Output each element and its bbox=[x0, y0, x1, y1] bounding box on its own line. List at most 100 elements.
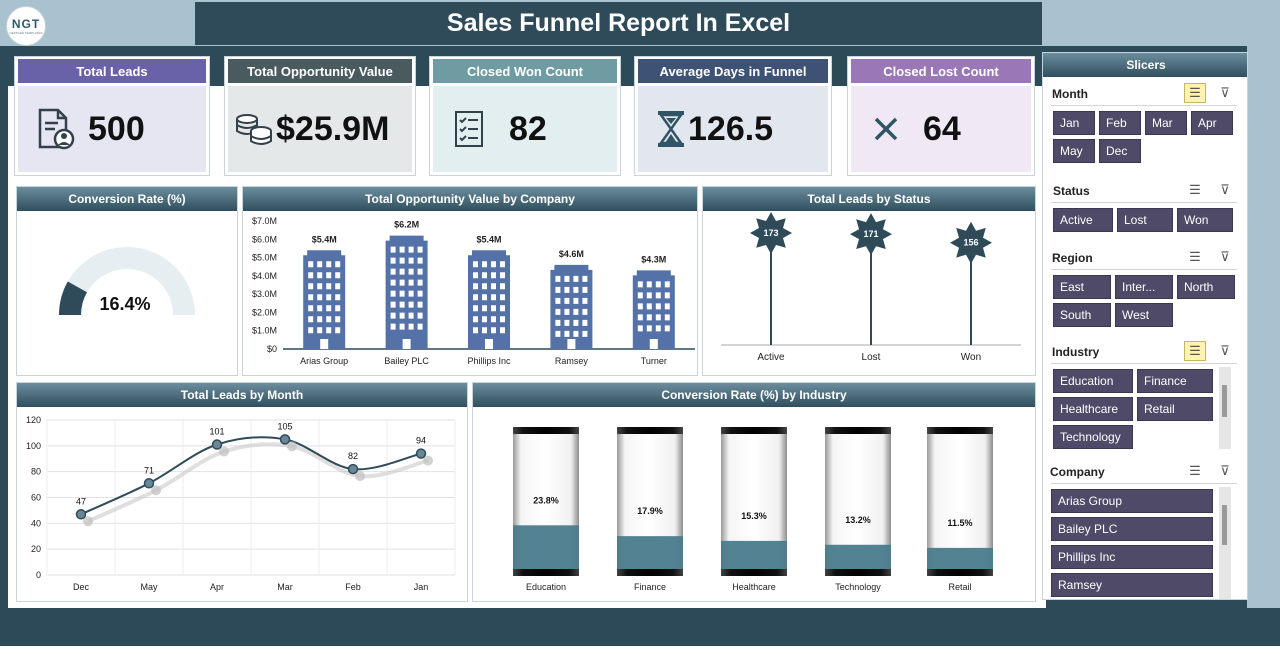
building-window bbox=[482, 261, 487, 268]
slicer-item-jan[interactable]: Jan bbox=[1053, 111, 1095, 135]
building-window bbox=[399, 257, 405, 264]
multi-select-icon[interactable]: ☰ bbox=[1189, 249, 1201, 264]
building-window bbox=[491, 327, 496, 334]
building-window bbox=[482, 272, 487, 279]
building-roof bbox=[307, 250, 342, 257]
building-body bbox=[303, 255, 346, 349]
panel-title: Total Leads by Month bbox=[17, 383, 467, 407]
tube-bottom-cap bbox=[927, 569, 993, 576]
building-window bbox=[335, 294, 341, 301]
y-tick-label: 100 bbox=[26, 441, 41, 451]
tube-top-cap bbox=[513, 427, 579, 434]
slicer-item-retail[interactable]: Retail bbox=[1137, 397, 1213, 421]
x-tick-label: Won bbox=[961, 352, 981, 363]
building-window bbox=[573, 308, 579, 315]
building-window bbox=[308, 283, 314, 290]
x-tick-label: Active bbox=[757, 352, 785, 363]
building-window bbox=[473, 305, 478, 312]
building-bar bbox=[550, 264, 593, 349]
slicer-item-healthcare[interactable]: Healthcare bbox=[1053, 397, 1133, 421]
slicer-item-lost[interactable]: Lost bbox=[1117, 208, 1173, 232]
data-point bbox=[143, 478, 155, 489]
building-window bbox=[335, 316, 341, 323]
slicer-item-apr[interactable]: Apr bbox=[1191, 111, 1233, 135]
building-window bbox=[555, 330, 561, 337]
clear-filter-icon[interactable]: ⊽ bbox=[1220, 249, 1230, 264]
clear-filter-icon[interactable]: ⊽ bbox=[1220, 182, 1230, 197]
slicer-item-phillips-inc[interactable]: Phillips Inc bbox=[1051, 545, 1213, 569]
building-window bbox=[555, 275, 561, 282]
building-window bbox=[664, 314, 670, 321]
slicer-item-technology[interactable]: Technology bbox=[1053, 425, 1133, 449]
bottom-band bbox=[0, 608, 1280, 654]
building-window bbox=[308, 261, 314, 268]
building-window bbox=[390, 246, 396, 253]
gauge-value-label: 16.4% bbox=[99, 294, 150, 314]
multi-select-icon[interactable]: ☰ bbox=[1184, 83, 1206, 103]
building-window bbox=[564, 308, 570, 315]
slicer-item-won[interactable]: Won bbox=[1177, 208, 1233, 232]
building-window bbox=[408, 257, 414, 264]
building-window bbox=[399, 323, 405, 330]
clear-filter-icon[interactable]: ⊽ bbox=[1220, 343, 1230, 358]
slicer-item-south[interactable]: South bbox=[1053, 303, 1111, 327]
kpi-body: 64 bbox=[851, 86, 1031, 172]
building-window bbox=[582, 286, 588, 293]
building-window bbox=[500, 261, 505, 268]
slicer-item-mar[interactable]: Mar bbox=[1145, 111, 1187, 135]
building-window bbox=[408, 301, 414, 308]
x-tick-label: Retail bbox=[948, 582, 971, 592]
building-window bbox=[399, 279, 405, 286]
tube-top-cap bbox=[927, 427, 993, 434]
building-window bbox=[326, 261, 332, 268]
slicer-item-may[interactable]: May bbox=[1053, 139, 1095, 163]
building-window bbox=[637, 325, 643, 332]
building-window bbox=[482, 327, 487, 334]
x-icon bbox=[874, 117, 898, 141]
clear-filter-icon[interactable]: ⊽ bbox=[1220, 463, 1230, 478]
building-window bbox=[573, 275, 579, 282]
slicer-industry-label: Industry bbox=[1052, 345, 1100, 359]
building-window bbox=[408, 290, 414, 297]
slicer-item-inter[interactable]: Inter... bbox=[1115, 275, 1173, 299]
lollipop-star bbox=[750, 212, 792, 254]
clear-filter-icon[interactable]: ⊽ bbox=[1220, 85, 1230, 100]
data-label: 173 bbox=[763, 228, 778, 238]
kpi-label: Total Opportunity Value bbox=[228, 59, 412, 83]
company-scrollbar[interactable] bbox=[1219, 487, 1231, 599]
slicer-item-active[interactable]: Active bbox=[1053, 208, 1113, 232]
building-window bbox=[308, 316, 314, 323]
x-tick-label: Dec bbox=[73, 582, 90, 592]
building-window bbox=[655, 303, 661, 310]
multi-select-icon[interactable]: ☰ bbox=[1184, 341, 1206, 361]
slicer-item-arias-group[interactable]: Arias Group bbox=[1051, 489, 1213, 513]
slicer-item-feb[interactable]: Feb bbox=[1099, 111, 1141, 135]
multi-select-icon[interactable]: ☰ bbox=[1189, 463, 1201, 478]
slicer-item-dec[interactable]: Dec bbox=[1099, 139, 1141, 163]
slicer-item-education[interactable]: Education bbox=[1053, 369, 1133, 393]
building-window bbox=[664, 325, 670, 332]
slicer-item-north[interactable]: North bbox=[1177, 275, 1235, 299]
slicer-item-west[interactable]: West bbox=[1115, 303, 1173, 327]
building-window bbox=[317, 294, 323, 301]
building-window bbox=[317, 327, 323, 334]
data-label: 82 bbox=[348, 451, 358, 461]
data-point bbox=[75, 509, 87, 520]
slicer-item-east[interactable]: East bbox=[1053, 275, 1111, 299]
kpi-card-total-leads: Total Leads 500 bbox=[14, 56, 210, 176]
slicer-item-ramsey[interactable]: Ramsey bbox=[1051, 573, 1213, 597]
month-line-chart: 0 20 40 60 80 100 120 47 Dec 71 May 101 Apr 105 Mar 82 F… bbox=[26, 415, 456, 592]
company-logo: NGT NEXTGEN TEMPLATES bbox=[6, 6, 46, 46]
multi-select-icon[interactable]: ☰ bbox=[1189, 182, 1201, 197]
line-shadow bbox=[87, 442, 429, 524]
point-shadow bbox=[83, 516, 93, 527]
building-window bbox=[408, 268, 414, 275]
slicer-item-finance[interactable]: Finance bbox=[1137, 369, 1213, 393]
x-tick-label: Mar bbox=[277, 582, 293, 592]
industry-scrollbar[interactable] bbox=[1219, 367, 1231, 449]
building-window bbox=[500, 305, 505, 312]
building-window bbox=[500, 272, 505, 279]
tube-top-cap bbox=[617, 427, 683, 434]
building-window bbox=[308, 327, 314, 334]
slicer-item-bailey-plc[interactable]: Bailey PLC bbox=[1051, 517, 1213, 541]
